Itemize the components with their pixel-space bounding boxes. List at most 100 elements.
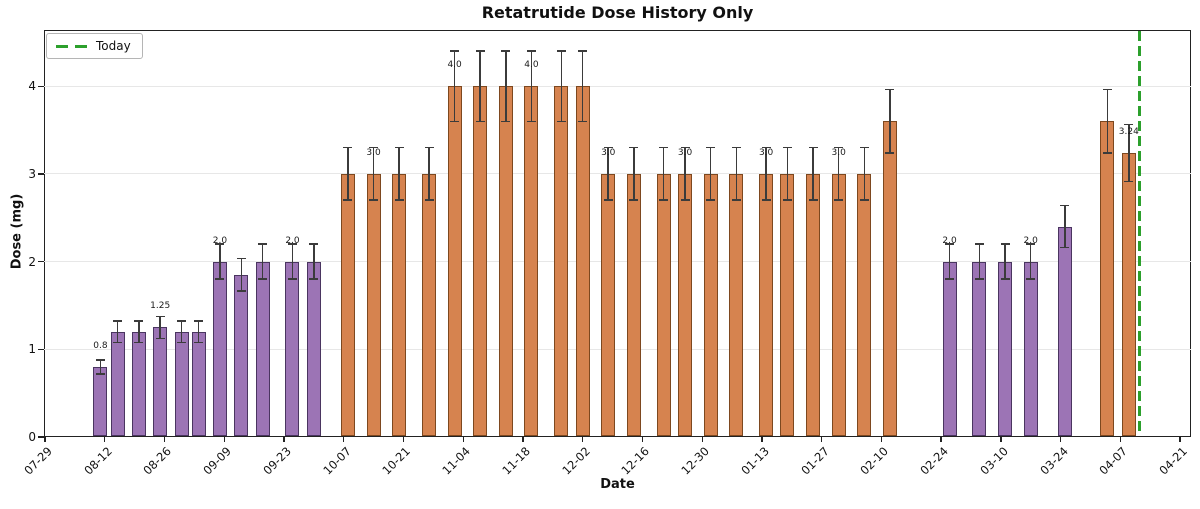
legend-label: Today [96, 39, 131, 53]
x-tick-mark [940, 437, 942, 442]
error-bar-cap [1124, 180, 1134, 183]
dose-bar [366, 173, 381, 436]
y-tick-mark [38, 261, 44, 263]
dose-bar [703, 173, 718, 436]
chart-title: Retatrutide Dose History Only [481, 3, 754, 22]
error-bar-cap [394, 199, 404, 201]
error-bar-cap [236, 257, 246, 260]
error-bar [180, 321, 183, 343]
x-axis-label: Date [600, 477, 635, 492]
error-bar-cap [236, 290, 246, 292]
error-bar-cap [659, 146, 669, 149]
error-bar-cap [578, 50, 588, 52]
error-bar [398, 147, 400, 201]
error-bar [116, 321, 119, 343]
error-bar [99, 359, 102, 374]
error-bar [735, 147, 737, 201]
dose-bar [524, 86, 539, 436]
error-bar [978, 244, 981, 280]
error-bar-cap [680, 199, 690, 201]
y-axis-label: Dose (mg) [9, 193, 25, 270]
error-bar [313, 244, 315, 280]
x-tick-mark [641, 437, 644, 442]
error-bar-cap [475, 120, 485, 123]
x-tick-mark [701, 437, 703, 442]
error-bar [581, 51, 584, 122]
error-bar-cap [95, 373, 105, 375]
dose-bar [392, 173, 407, 436]
today-line [1138, 31, 1142, 436]
error-bar-cap [287, 243, 297, 245]
dose-bar [306, 261, 321, 436]
dose-bar [191, 331, 206, 436]
dose-value-label: 3.24 [1118, 126, 1139, 137]
dose-bar [729, 173, 744, 436]
error-bar-cap [424, 146, 434, 149]
x-tick-mark [462, 437, 464, 442]
dose-value-label: 4.0 [524, 60, 539, 71]
dose-bar [972, 261, 987, 436]
dose-bar [998, 261, 1013, 436]
error-bar-cap [155, 337, 165, 340]
error-bar [453, 51, 456, 122]
error-bar [863, 147, 865, 201]
error-bar-cap [1102, 88, 1112, 91]
dose-bar [759, 173, 774, 436]
error-bar-cap [556, 120, 566, 123]
error-bar [530, 51, 533, 122]
x-tick-mark [880, 437, 883, 442]
error-bar-cap [1000, 278, 1010, 280]
dose-bar [340, 173, 355, 436]
error-bar-cap [680, 146, 690, 149]
error-bar-cap [885, 152, 895, 154]
error-bar-cap [343, 199, 353, 201]
error-bar-cap [343, 146, 353, 149]
error-bar-cap [603, 199, 613, 201]
error-bar-cap [834, 199, 844, 201]
dose-value-label: 3.0 [758, 147, 774, 158]
gridline [44, 261, 1191, 263]
error-bar-cap [578, 120, 588, 123]
error-bar [812, 147, 814, 201]
error-bar [1004, 244, 1006, 280]
error-bar-cap [974, 243, 984, 245]
error-bar [633, 147, 635, 201]
dose-bar [554, 86, 569, 436]
error-bar-cap [659, 199, 669, 201]
y-tick-label: 2 [28, 254, 36, 269]
error-bar-cap [761, 199, 771, 201]
error-bar [261, 244, 264, 280]
x-tick-mark [104, 437, 106, 442]
error-bar-cap [450, 120, 460, 123]
x-tick-mark [163, 437, 166, 442]
x-tick-mark [1179, 437, 1181, 442]
legend: Today [46, 33, 143, 59]
error-bar-cap [629, 146, 639, 149]
error-bar [219, 244, 221, 280]
x-tick-mark [761, 437, 763, 442]
y-tick-label: 0 [28, 430, 36, 444]
dose-value-label: 3.0 [366, 147, 381, 158]
dose-bar [255, 261, 270, 436]
error-bar [1029, 244, 1032, 280]
error-bar-cap [177, 341, 187, 344]
dose-bar [601, 173, 616, 436]
y-tick-label: 1 [28, 342, 36, 357]
error-bar-cap [424, 199, 434, 201]
error-bar-cap [834, 146, 844, 149]
dose-value-label: 1.25 [150, 301, 171, 312]
dose-bar [498, 86, 513, 436]
error-bar-cap [629, 199, 639, 201]
error-bar-cap [526, 50, 536, 52]
dose-bar [1121, 152, 1136, 436]
dose-value-label: 2.0 [942, 235, 957, 246]
error-bar-cap [1124, 123, 1134, 126]
error-bar-cap [706, 146, 716, 149]
error-bar-cap [808, 146, 818, 149]
error-bar-cap [369, 146, 379, 149]
error-bar [837, 147, 840, 201]
error-bar-cap [1026, 278, 1036, 280]
error-bar-cap [194, 320, 204, 322]
x-tick-mark [223, 437, 225, 442]
